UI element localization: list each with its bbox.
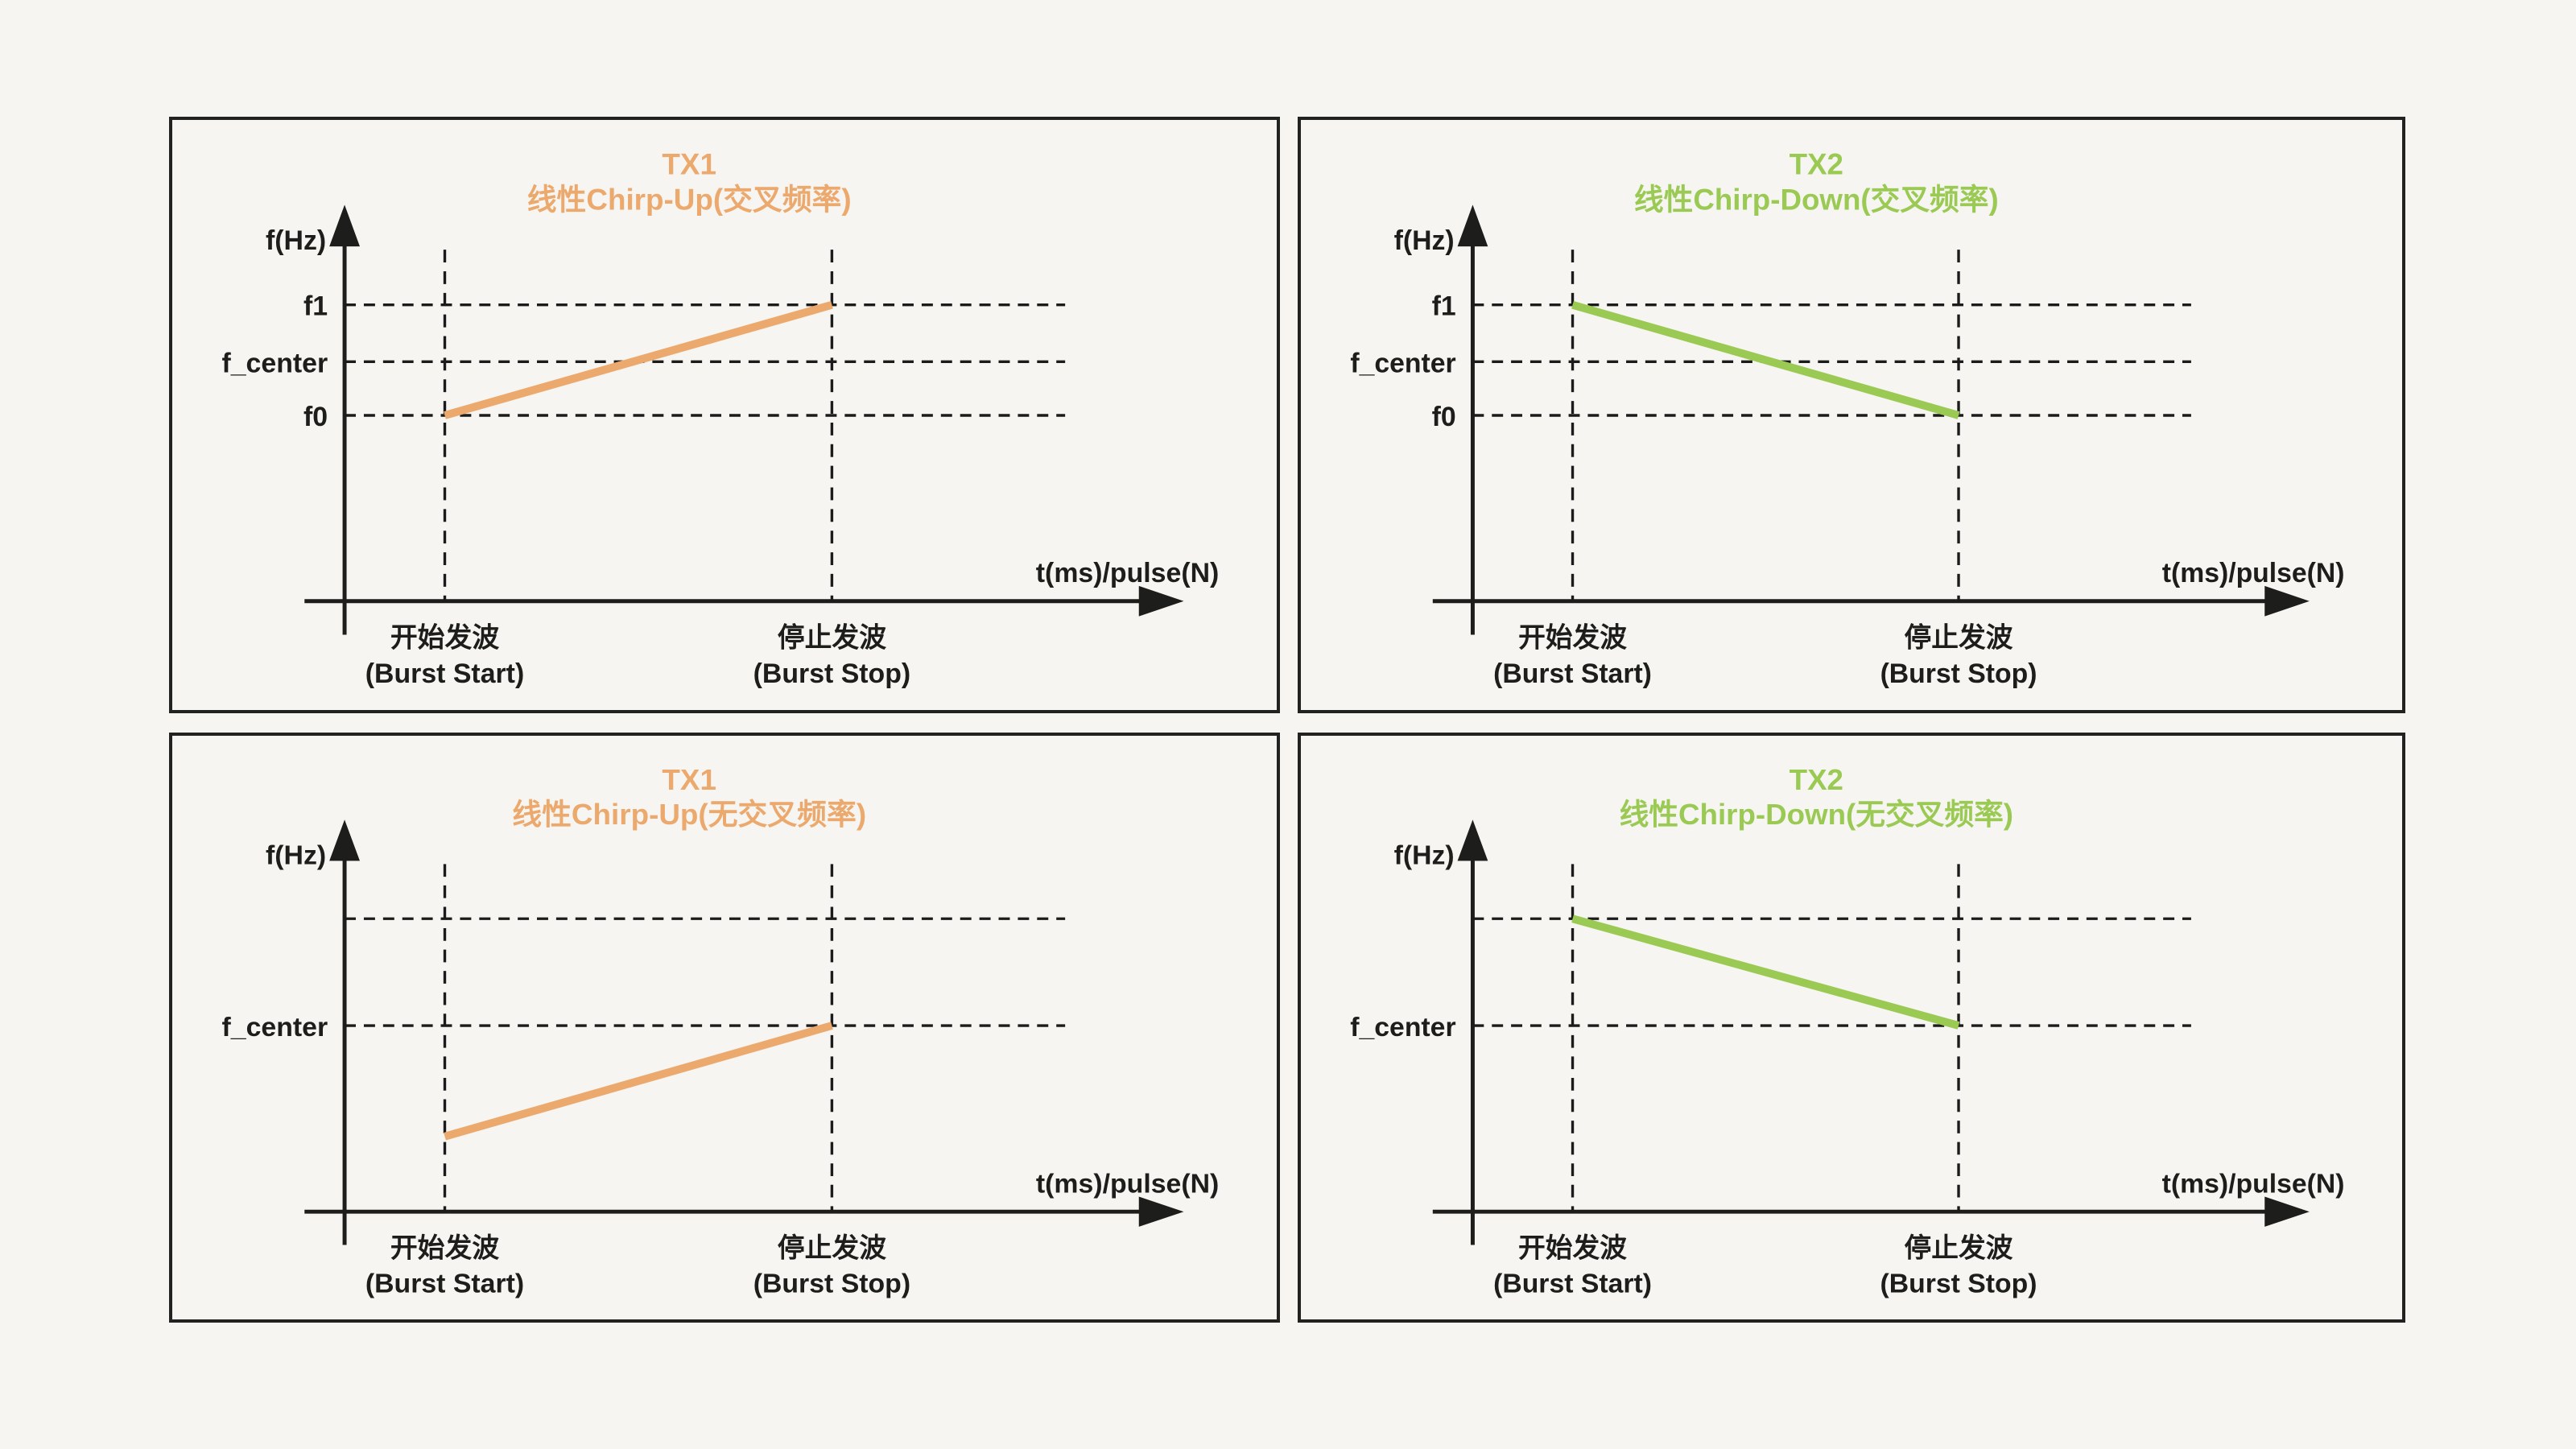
y-axis-arrow-icon <box>1457 204 1488 247</box>
chart-panel-tx1-uncrossed: TX1 线性Chirp-Up(无交叉频率) f(Hz) t(ms)/pulse(N) f… <box>169 733 1280 1323</box>
y-tick-label-f_center: f_center <box>221 348 328 378</box>
y-axis-arrow-icon <box>1457 819 1488 861</box>
burst_stop-label-zh: 停止发波 <box>778 1232 887 1263</box>
x-axis-arrow-icon <box>1138 585 1184 617</box>
chart-panel-tx1-crossed: TX1 线性Chirp-Up(交叉频率) f(Hz) t(ms)/pulse(N) f1… <box>169 117 1280 713</box>
burst_stop-label-zh: 停止发波 <box>1905 1232 2013 1263</box>
y-tick-label-f1: f1 <box>1432 291 1456 322</box>
y-tick-label-f0: f0 <box>1432 402 1456 432</box>
burst_stop-label-en: (Burst Stop) <box>753 1269 910 1299</box>
chart-panel-tx2-crossed: TX2 线性Chirp-Down(交叉频率) f(Hz) t(ms)/pulse(N)… <box>1298 117 2405 713</box>
burst_start-label-zh: 开始发波 <box>390 1232 500 1263</box>
y-axis-arrow-icon <box>329 819 360 861</box>
x-axis-label: t(ms)/pulse(N) <box>1036 1170 1219 1199</box>
y-axis-arrow-icon <box>329 204 360 247</box>
chirp-line-tx2-uncrossed <box>1571 914 1960 1030</box>
panel-title-line2: 线性Chirp-Down(无交叉频率) <box>1620 798 2013 831</box>
burst_start-label-zh: 开始发波 <box>390 622 500 653</box>
chart-panel-tx2-uncrossed: TX2 线性Chirp-Down(无交叉频率) f(Hz) t(ms)/pulse(N… <box>1298 733 2405 1323</box>
x-axis-label: t(ms)/pulse(N) <box>2162 1170 2345 1199</box>
x-axis-label: t(ms)/pulse(N) <box>1036 558 1220 588</box>
chirp-line-tx1-crossed <box>444 300 833 419</box>
x-axis-label: t(ms)/pulse(N) <box>2162 558 2345 588</box>
burst_stop-label-en: (Burst Stop) <box>753 658 911 689</box>
burst_start-label-zh: 开始发波 <box>1518 622 1627 653</box>
burst_start-label-en: (Burst Start) <box>365 658 524 689</box>
x-axis-arrow-icon <box>2264 585 2310 617</box>
burst_start-label-en: (Burst Start) <box>1493 1269 1652 1299</box>
burst_stop-label-en: (Burst Stop) <box>1880 658 2037 689</box>
panel-title-line2: 线性Chirp-Down(交叉频率) <box>1634 183 1999 216</box>
panel-title-line2: 线性Chirp-Up(无交叉频率) <box>512 798 866 831</box>
burst_stop-label-en: (Burst Stop) <box>1880 1269 2037 1299</box>
panel-title-line1: TX1 <box>662 148 716 181</box>
burst_start-label-en: (Burst Start) <box>1493 658 1652 689</box>
x-axis-arrow-icon <box>1138 1196 1184 1227</box>
panel-title-line2: 线性Chirp-Up(交叉频率) <box>527 183 852 216</box>
chirp-line-tx2-crossed <box>1571 300 1960 419</box>
burst_start-label-en: (Burst Start) <box>365 1269 524 1299</box>
y-axis-label: f(Hz) <box>1394 840 1455 870</box>
panel-title-line1: TX1 <box>662 763 716 796</box>
x-axis-arrow-icon <box>2264 1196 2310 1227</box>
y-tick-label-f_center: f_center <box>222 1013 328 1042</box>
y-axis-label: f(Hz) <box>266 225 326 256</box>
chirp-line-tx1-uncrossed <box>444 1022 833 1141</box>
panel-title-line1: TX2 <box>1790 763 1843 796</box>
y-tick-label-f_center: f_center <box>1350 348 1455 378</box>
panel-title-line1: TX2 <box>1790 148 1843 181</box>
burst_stop-label-zh: 停止发波 <box>1905 622 2013 653</box>
y-axis-label: f(Hz) <box>1394 225 1455 256</box>
burst_stop-label-zh: 停止发波 <box>778 622 887 653</box>
y-tick-label-f0: f0 <box>303 402 328 432</box>
y-tick-label-f_center: f_center <box>1350 1013 1455 1042</box>
y-axis-label: f(Hz) <box>266 841 326 871</box>
burst_start-label-zh: 开始发波 <box>1518 1232 1627 1263</box>
y-tick-label-f1: f1 <box>303 291 328 322</box>
